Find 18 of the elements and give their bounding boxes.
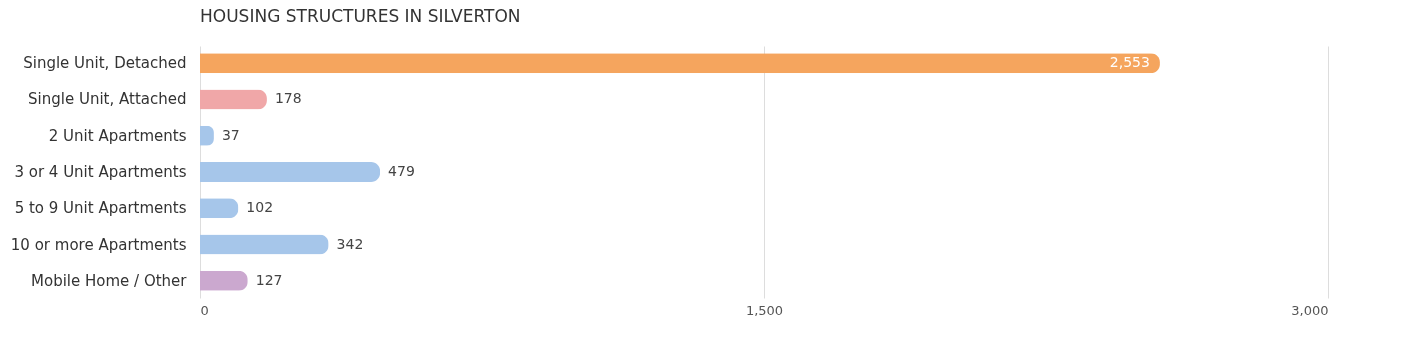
- data-label: 2,553: [1109, 54, 1150, 71]
- data-label: 127: [255, 271, 283, 288]
- data-label: 178: [274, 90, 302, 107]
- data-label: 37: [221, 126, 240, 143]
- y-tick-label: Mobile Home / Other: [31, 271, 188, 290]
- data-label: 102: [246, 199, 274, 216]
- y-tick-label: 5 to 9 Unit Apartments: [14, 199, 187, 218]
- y-tick-label: Single Unit, Attached: [28, 90, 187, 109]
- data-label: 342: [336, 235, 364, 252]
- x-tick-label: 0: [200, 302, 209, 318]
- data-label: 479: [388, 163, 415, 179]
- y-tick-label: 2 Unit Apartments: [48, 126, 187, 145]
- y-tick-label: Single Unit, Detached: [23, 54, 187, 73]
- y-tick-label: 3 or 4 Unit Apartments: [14, 163, 187, 181]
- chart-title: HOUSING STRUCTURES IN SILVERTON: [200, 6, 521, 26]
- x-tick-label: 3,000: [1291, 302, 1329, 318]
- x-tick-label: 1,500: [745, 302, 784, 318]
- y-tick-label: 10 or more Apartments: [10, 235, 187, 254]
